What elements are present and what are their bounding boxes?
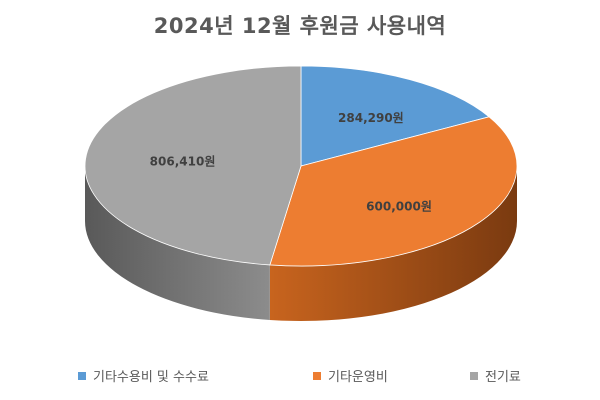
legend-label-electricity: 전기료 xyxy=(485,370,521,385)
slice-misc-fees xyxy=(300,65,490,167)
legend-item-misc-fees: 기타수용비 및 수수료 xyxy=(78,366,209,385)
legend-label-misc-fees: 기타수용비 및 수수료 xyxy=(93,370,209,385)
legend-label-operating: 기타운영비 xyxy=(328,370,388,385)
slice-operating xyxy=(269,116,518,267)
slice-electricity xyxy=(84,65,302,266)
slice-side-electricity xyxy=(85,166,270,320)
data-label-operating: 600,000원 xyxy=(366,200,432,214)
legend-swatch-operating xyxy=(313,371,321,380)
chart-title: 2024년 12월 후원금 사용내역 xyxy=(153,14,447,38)
legend-swatch-electricity xyxy=(470,371,478,380)
data-label-misc-fees: 284,290원 xyxy=(338,111,404,125)
legend-item-operating: 기타운영비 xyxy=(313,366,388,385)
legend-swatch-misc-fees xyxy=(78,371,86,380)
data-label-electricity: 806,410원 xyxy=(150,155,216,169)
slice-side-operating xyxy=(269,166,517,321)
legend-item-electricity: 전기료 xyxy=(470,366,521,385)
